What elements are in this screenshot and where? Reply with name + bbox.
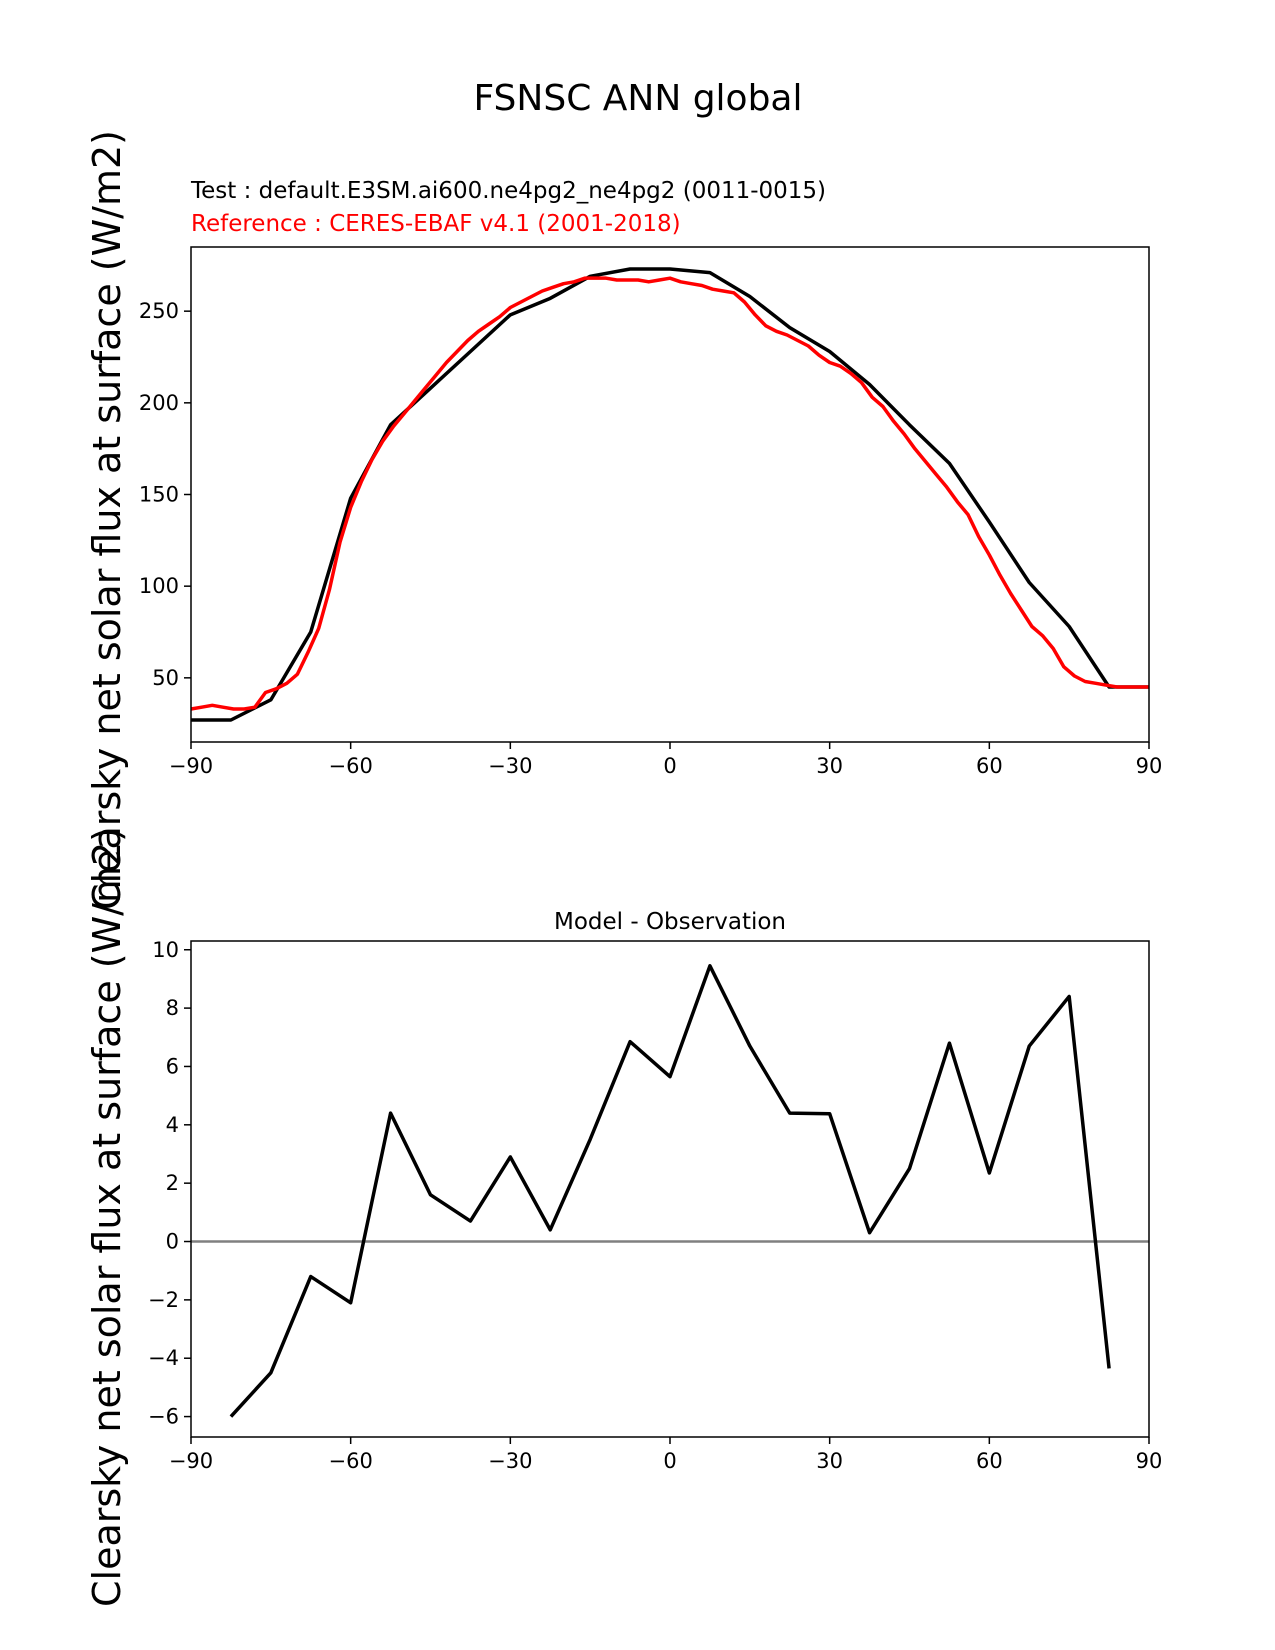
top-axes-frame bbox=[190, 246, 1150, 743]
bottom-y-tick-label: −6 bbox=[148, 1405, 179, 1429]
bottom-y-tick-label: 8 bbox=[166, 996, 179, 1020]
top-x-tick-label: 90 bbox=[1136, 754, 1163, 778]
top-ticks-group: −90 −60 −30 0 30 60 90 50 100 150 200 250 bbox=[139, 299, 1162, 778]
bottom-y-tick-label: 10 bbox=[152, 938, 179, 962]
bottom-panel: Model - Observation −90 −60 −30 0 30 60 90−6−4… bbox=[148, 909, 1162, 1473]
top-y-tick-label: 250 bbox=[139, 299, 179, 323]
bottom-x-tick-label: −90 bbox=[169, 1449, 213, 1473]
test-subtitle: Test : default.E3SM.ai600.ne4pg2_ne4pg2 … bbox=[190, 178, 826, 204]
top-x-tick-label: 30 bbox=[816, 754, 843, 778]
top-x-tick-label: 60 bbox=[976, 754, 1003, 778]
reference-subtitle: Reference : CERES-EBAF v4.1 (2001-2018) bbox=[191, 211, 681, 237]
bottom-x-tick-label: −30 bbox=[488, 1449, 532, 1473]
bottom-x-tick-label: 60 bbox=[976, 1449, 1003, 1473]
top-y-axis-label: Clearsky net solar flux at surface (W/m2… bbox=[85, 130, 129, 910]
bottom-y-tick-label: 0 bbox=[166, 1230, 179, 1254]
bottom-series-line-0 bbox=[229, 964, 1111, 1418]
top-panel: Test : default.E3SM.ai600.ne4pg2_ne4pg2 … bbox=[139, 178, 1162, 778]
top-series-line-0 bbox=[191, 267, 1149, 722]
top-y-tick-label: 200 bbox=[139, 391, 179, 415]
bottom-x-tick-label: 0 bbox=[663, 1449, 676, 1473]
top-x-tick-label: −60 bbox=[329, 754, 373, 778]
bottom-y-tick-label: 4 bbox=[166, 1113, 179, 1137]
bottom-y-tick-label: −2 bbox=[148, 1288, 179, 1312]
bottom-axes-frame bbox=[190, 940, 1150, 1438]
top-series-line-1 bbox=[190, 276, 1149, 711]
top-x-tick-label: −90 bbox=[169, 754, 213, 778]
top-y-tick-label: 150 bbox=[139, 483, 179, 507]
bottom-y-tick-label: −4 bbox=[148, 1346, 179, 1370]
top-x-tick-label: −30 bbox=[488, 754, 532, 778]
top-y-tick-label: 100 bbox=[139, 574, 179, 598]
top-y-tick-label: 50 bbox=[152, 666, 179, 690]
bottom-panel-title: Model - Observation bbox=[554, 909, 786, 935]
bottom-y-tick-label: 2 bbox=[166, 1171, 179, 1195]
bottom-x-tick-label: 30 bbox=[816, 1449, 843, 1473]
bottom-x-tick-label: 90 bbox=[1136, 1449, 1163, 1473]
top-series-group bbox=[190, 267, 1149, 722]
bottom-y-axis-label: Clearsky net solar flux at surface (W/m2… bbox=[85, 827, 129, 1607]
bottom-series-group bbox=[191, 964, 1149, 1418]
top-x-tick-label: 0 bbox=[663, 754, 676, 778]
bottom-ticks-group: −90 −60 −30 0 30 60 90 −6 −4 −2 0 2 4 6 8 10 bbox=[148, 938, 1162, 1473]
bottom-y-tick-label: 6 bbox=[166, 1054, 179, 1078]
figure-title: FSNSC ANN global bbox=[473, 78, 802, 119]
bottom-x-tick-label: −60 bbox=[329, 1449, 373, 1473]
